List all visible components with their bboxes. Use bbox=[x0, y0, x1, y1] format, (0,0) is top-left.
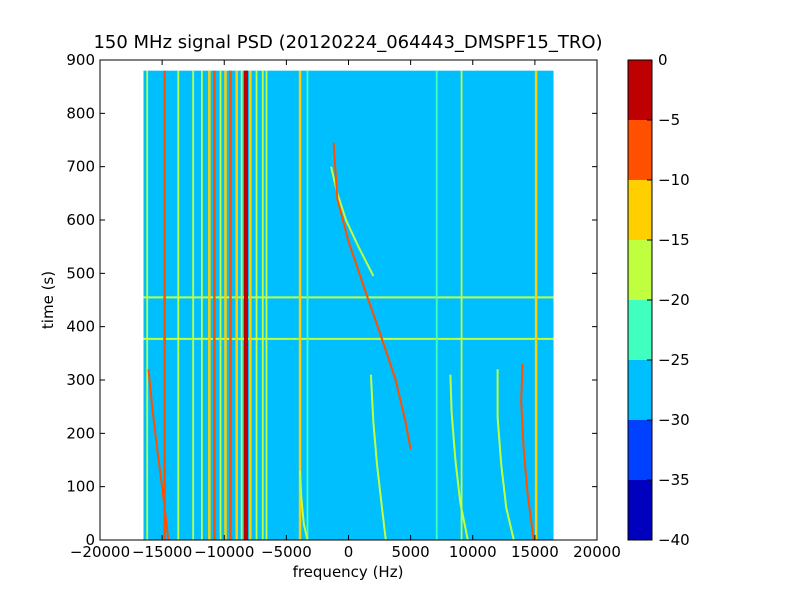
colorbar-tick-label: −20 bbox=[658, 291, 690, 309]
y-axis: 0 100 200 300 400 500 600 700 800 900 bbox=[66, 51, 597, 549]
x-axis: −20000 −15000 −10000 −5000 0 5000 10000 15000 20… bbox=[70, 60, 621, 561]
colorbar-tick-label: −15 bbox=[658, 231, 690, 249]
chart-title: 150 MHz signal PSD (20120224_064443_DMSP… bbox=[93, 32, 602, 53]
y-tick-label: 900 bbox=[66, 51, 95, 69]
colorbar-segment bbox=[628, 360, 652, 420]
colorbar-tick-label: −25 bbox=[658, 351, 690, 369]
y-tick-label: 0 bbox=[85, 531, 95, 549]
x-tick-label: 0 bbox=[344, 543, 354, 561]
heatmap bbox=[143, 70, 554, 540]
colorbar-tick-label: −35 bbox=[658, 471, 690, 489]
doppler-trace-4 bbox=[369, 374, 387, 540]
doppler-trace-0 bbox=[147, 369, 170, 540]
x-tick-label: 20000 bbox=[573, 543, 621, 561]
y-tick-label: 300 bbox=[66, 371, 95, 389]
y-tick-label: 100 bbox=[66, 478, 95, 496]
doppler-trace-2 bbox=[330, 166, 375, 277]
colorbar-tick-label: −40 bbox=[658, 531, 690, 549]
colorbar-segment bbox=[628, 180, 652, 240]
x-tick-label: 5000 bbox=[392, 543, 430, 561]
colorbar-segment bbox=[628, 60, 652, 120]
colorbar-segment bbox=[628, 240, 652, 300]
colorbar-segment bbox=[628, 120, 652, 180]
x-axis-label: frequency (Hz) bbox=[293, 563, 404, 581]
colorbar: −40 −35 −30 −25 −20 −15 −10 −5 0 bbox=[627, 51, 690, 549]
colorbar-tick-label: −30 bbox=[658, 411, 690, 429]
y-tick-label: 500 bbox=[66, 264, 95, 282]
doppler-trace-3 bbox=[332, 142, 412, 450]
x-tick-label: −10000 bbox=[194, 543, 254, 561]
doppler-trace-1 bbox=[299, 470, 309, 540]
x-tick-label: −20000 bbox=[70, 543, 130, 561]
colorbar-segment bbox=[628, 300, 652, 360]
doppler-trace-6 bbox=[496, 369, 515, 540]
x-tick-label: −15000 bbox=[132, 543, 192, 561]
colorbar-tick-label: −10 bbox=[658, 171, 690, 189]
y-tick-label: 200 bbox=[66, 424, 95, 442]
doppler-trace-5 bbox=[449, 374, 469, 540]
y-axis-label: time (s) bbox=[39, 271, 57, 329]
y-tick-label: 700 bbox=[66, 158, 95, 176]
colorbar-tick-label: 0 bbox=[658, 51, 668, 69]
x-tick-label: −5000 bbox=[261, 543, 312, 561]
heatmap-background bbox=[143, 70, 554, 540]
y-tick-label: 400 bbox=[66, 318, 95, 336]
y-tick-label: 600 bbox=[66, 211, 95, 229]
y-tick-label: 800 bbox=[66, 104, 95, 122]
doppler-trace-7 bbox=[520, 363, 535, 540]
colorbar-segment bbox=[628, 480, 652, 540]
colorbar-segment bbox=[628, 420, 652, 480]
colorbar-tick-label: −5 bbox=[658, 111, 680, 129]
x-tick-label: 15000 bbox=[511, 543, 559, 561]
x-tick-label: 10000 bbox=[449, 543, 497, 561]
